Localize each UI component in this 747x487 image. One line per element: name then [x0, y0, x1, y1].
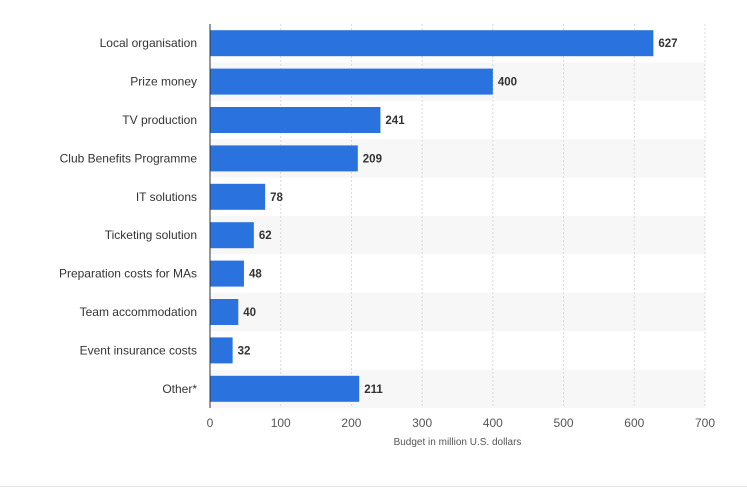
bar [210, 30, 654, 57]
x-tick-label: 400 [483, 416, 503, 430]
x-tick-label: 500 [554, 416, 574, 430]
value-labels: 627 400 241 209 78 62 48 40 32 211 [238, 38, 678, 396]
row-band [210, 216, 705, 255]
value-label: 400 [498, 77, 517, 89]
x-tick-label: 700 [695, 416, 715, 430]
category-label: TV production [122, 113, 197, 127]
row-band [210, 292, 705, 332]
bar [210, 107, 381, 133]
x-tick-labels: 0 100 200 300 400 500 600 700 [207, 416, 716, 430]
bar [210, 145, 358, 172]
bar [210, 375, 360, 402]
category-label: Team accommodation [80, 305, 197, 319]
category-label: Local organisation [100, 36, 197, 50]
value-label: 78 [270, 192, 283, 204]
bar [210, 68, 493, 95]
category-label: Ticketing solution [105, 228, 197, 242]
value-label: 241 [385, 115, 405, 127]
x-axis-title: Budget in million U.S. dollars [394, 437, 522, 448]
value-label: 40 [243, 307, 256, 319]
bars [210, 30, 654, 402]
category-label: Other* [162, 382, 197, 396]
bar [210, 337, 233, 364]
value-label: 209 [363, 153, 382, 165]
category-label: Event insurance costs [80, 343, 197, 357]
value-label: 62 [259, 230, 272, 242]
value-label: 627 [658, 38, 677, 50]
bar [210, 222, 254, 249]
bar [210, 260, 244, 287]
x-tick-label: 100 [271, 416, 291, 430]
category-label: IT solutions [136, 190, 197, 204]
x-tick-label: 0 [207, 416, 214, 430]
bar [210, 183, 266, 210]
category-label: Club Benefits Programme [60, 151, 198, 165]
category-label: Prize money [130, 75, 197, 89]
value-label: 48 [249, 269, 262, 281]
category-label: Preparation costs for MAs [59, 267, 197, 281]
x-tick-label: 200 [341, 416, 361, 430]
x-tick-label: 300 [412, 416, 432, 430]
value-label: 32 [238, 345, 251, 357]
value-label: 211 [364, 384, 383, 396]
category-labels: Local organisation Prize money TV producti… [59, 36, 197, 396]
x-tick-label: 600 [624, 416, 644, 430]
bar [210, 299, 239, 325]
